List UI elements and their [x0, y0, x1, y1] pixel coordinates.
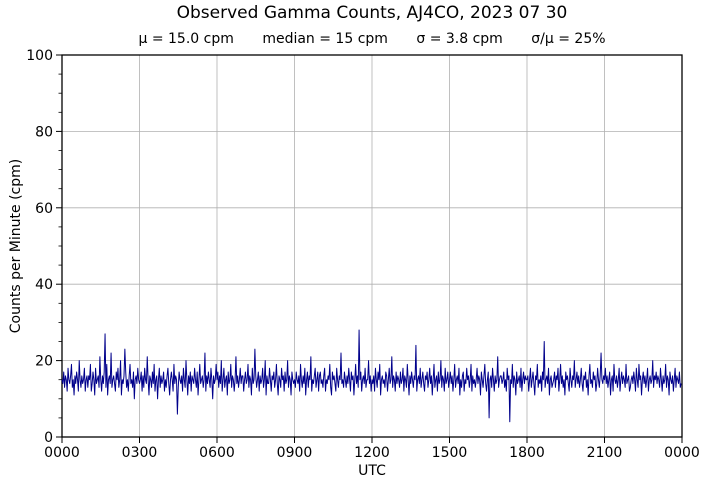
- stat-sigma-over-mu: σ/μ = 25%: [531, 31, 606, 47]
- data-series-line: [61, 329, 682, 423]
- plot-border: [61, 54, 683, 438]
- y-tick-label: 0: [44, 430, 53, 446]
- x-tick-label: 0900: [277, 445, 313, 461]
- chart-title: Observed Gamma Counts, AJ4CO, 2023 07 30: [176, 3, 568, 23]
- y-tick-label: 80: [35, 124, 53, 140]
- y-tick-label: 40: [35, 277, 53, 293]
- chart-subtitle-stats: μ = 15.0 cpm median = 15 cpm σ = 3.8 cpm…: [62, 31, 682, 48]
- y-tick-label: 20: [35, 354, 53, 370]
- x-tick-label: 2100: [587, 445, 623, 461]
- x-axis-label: UTC: [358, 463, 386, 479]
- x-tick-label: 1200: [354, 445, 390, 461]
- x-tick-label: 0000: [44, 445, 80, 461]
- stat-sigma: σ = 3.8 cpm: [416, 31, 503, 47]
- x-tick-label: 1500: [432, 445, 468, 461]
- x-tick-label: 0600: [199, 445, 235, 461]
- y-tick-label: 60: [35, 201, 53, 217]
- stat-median: median = 15 cpm: [262, 31, 388, 47]
- x-tick-label: 0300: [122, 445, 158, 461]
- stat-mu: μ = 15.0 cpm: [138, 31, 234, 47]
- x-tick-label: 1800: [509, 445, 545, 461]
- y-tick-label: 100: [26, 48, 53, 64]
- x-tick-label: 0000: [664, 445, 700, 461]
- y-axis-label: Counts per Minute (cpm): [8, 158, 24, 334]
